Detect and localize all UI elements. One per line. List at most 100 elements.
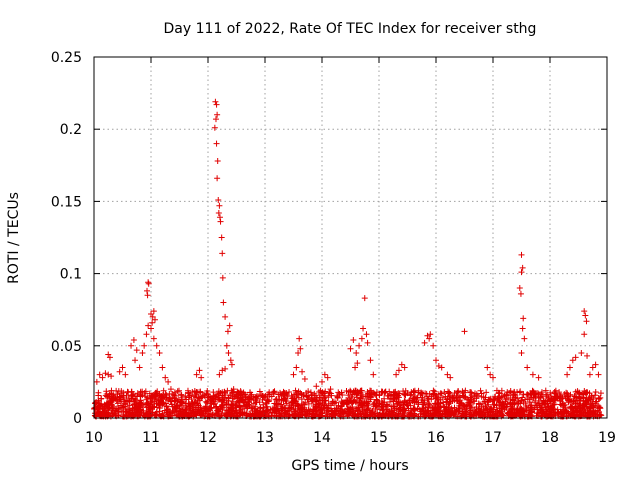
scatter-point-band — [137, 404, 144, 411]
scatter-point-band — [298, 396, 305, 403]
scatter-point-band — [253, 394, 260, 401]
scatter-point-band — [181, 412, 188, 419]
scatter-point — [295, 350, 302, 357]
scatter-point-band — [592, 392, 599, 399]
scatter-point-band — [96, 402, 103, 409]
scatter-point-band — [444, 388, 451, 395]
scatter-point-band — [597, 390, 604, 397]
scatter-point — [572, 354, 579, 361]
scatter-point-band — [176, 413, 183, 420]
scatter-point-band — [402, 387, 409, 394]
scatter-point-band — [192, 394, 199, 401]
scatter-point-band — [491, 401, 498, 408]
scatter-point-band — [242, 401, 249, 408]
scatter-point-band — [111, 410, 118, 417]
scatter-point — [222, 365, 229, 372]
scatter-point-band — [424, 396, 431, 403]
scatter-point-band — [238, 391, 245, 398]
scatter-point-band — [196, 397, 203, 404]
scatter-point-band — [192, 404, 199, 411]
scatter-point-band — [275, 407, 282, 414]
scatter-point-band — [380, 403, 387, 410]
scatter-point-band — [565, 397, 572, 404]
scatter-point — [212, 98, 219, 105]
scatter-point-band — [153, 400, 160, 407]
scatter-point-band — [337, 403, 344, 410]
scatter-point-band — [110, 394, 117, 401]
scatter-point-band — [172, 404, 179, 411]
scatter-point-band — [544, 405, 551, 412]
scatter-point-band — [218, 412, 225, 419]
scatter-point-band — [547, 389, 554, 396]
scatter-point — [566, 364, 573, 371]
scatter-point — [518, 251, 525, 258]
scatter-point-band — [143, 412, 150, 419]
scatter-point-band — [365, 398, 372, 405]
scatter-point — [447, 374, 454, 381]
scatter-point-band — [574, 388, 581, 395]
scatter-point-band — [514, 395, 521, 402]
scatter-point-band — [225, 397, 232, 404]
scatter-point-band — [435, 391, 442, 398]
scatter-point-band — [527, 391, 534, 398]
scatter-point-band — [199, 393, 206, 400]
scatter-point-band — [373, 389, 380, 396]
scatter-point-band — [477, 387, 484, 394]
scatter-point — [167, 386, 174, 393]
scatter-point-band — [168, 398, 175, 405]
scatter-point-band — [245, 398, 252, 405]
scatter-point-band — [577, 397, 584, 404]
scatter-point-band — [590, 395, 597, 402]
scatter-point — [162, 374, 169, 381]
scatter-point-band — [313, 403, 320, 410]
scatter-point-band — [454, 397, 461, 404]
scatter-point-band — [518, 397, 525, 404]
scatter-point-band — [584, 389, 591, 396]
scatter-point-band — [400, 406, 407, 413]
x-tick-labels: 10 11 12 13 14 15 16 17 18 19 — [85, 57, 616, 446]
chart-title: Day 111 of 2022, Rate Of TEC Index for r… — [164, 21, 537, 37]
scatter-point-band — [98, 395, 105, 402]
scatter-point — [393, 371, 400, 378]
scatter-point-band — [563, 410, 570, 417]
scatter-point-band — [345, 388, 352, 395]
scatter-point — [224, 328, 231, 335]
scatter-point-band — [105, 405, 112, 412]
scatter-point-band — [520, 408, 527, 415]
scatter-point-band — [263, 407, 270, 414]
x-tick-label: 13 — [256, 430, 274, 446]
scatter-point-band — [581, 388, 588, 394]
scatter-point — [105, 371, 112, 378]
scatter-point-band — [118, 388, 125, 395]
scatter-point-band — [226, 409, 233, 416]
scatter-point-band — [275, 391, 282, 398]
scatter-point-band — [220, 399, 227, 406]
scatter-point-band — [363, 399, 370, 406]
scatter-point-band — [589, 410, 596, 417]
scatter-point-band — [174, 412, 181, 419]
scatter-point-band — [319, 399, 326, 406]
scatter-point-band — [511, 409, 518, 416]
scatter-point-band — [146, 406, 153, 413]
scatter-point-band — [110, 403, 117, 410]
scatter-point-band — [580, 407, 587, 414]
scatter-point-band — [152, 393, 159, 400]
scatter-point — [319, 378, 325, 385]
scatter-point-band — [462, 393, 469, 400]
scatter-point-band — [178, 391, 185, 398]
scatter-point-band — [482, 403, 489, 410]
scatter-point-band — [453, 407, 460, 414]
scatter-point — [350, 337, 357, 344]
scatter-point-band — [204, 398, 211, 405]
scatter-point-band — [114, 400, 121, 407]
scatter-point-band — [146, 411, 153, 418]
scatter-point-band — [243, 410, 250, 417]
scatter-point-band — [266, 391, 273, 398]
scatter-point-band — [153, 411, 160, 418]
scatter-point-band — [447, 411, 454, 418]
scatter-point-band — [103, 388, 110, 395]
scatter-point-band — [502, 398, 509, 405]
scatter-point-band — [222, 392, 229, 399]
scatter-point-band — [347, 398, 354, 405]
